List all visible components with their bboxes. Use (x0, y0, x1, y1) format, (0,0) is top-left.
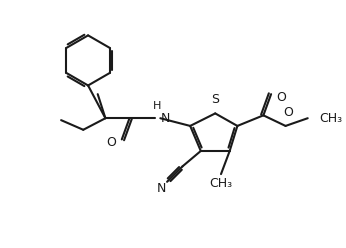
Text: CH₃: CH₃ (209, 177, 233, 190)
Text: O: O (276, 91, 286, 103)
Text: S: S (211, 93, 219, 106)
Text: O: O (283, 106, 293, 119)
Text: O: O (106, 136, 116, 149)
Text: H: H (153, 100, 162, 111)
Text: CH₃: CH₃ (319, 112, 343, 125)
Text: N: N (157, 182, 166, 195)
Text: N: N (160, 112, 170, 125)
